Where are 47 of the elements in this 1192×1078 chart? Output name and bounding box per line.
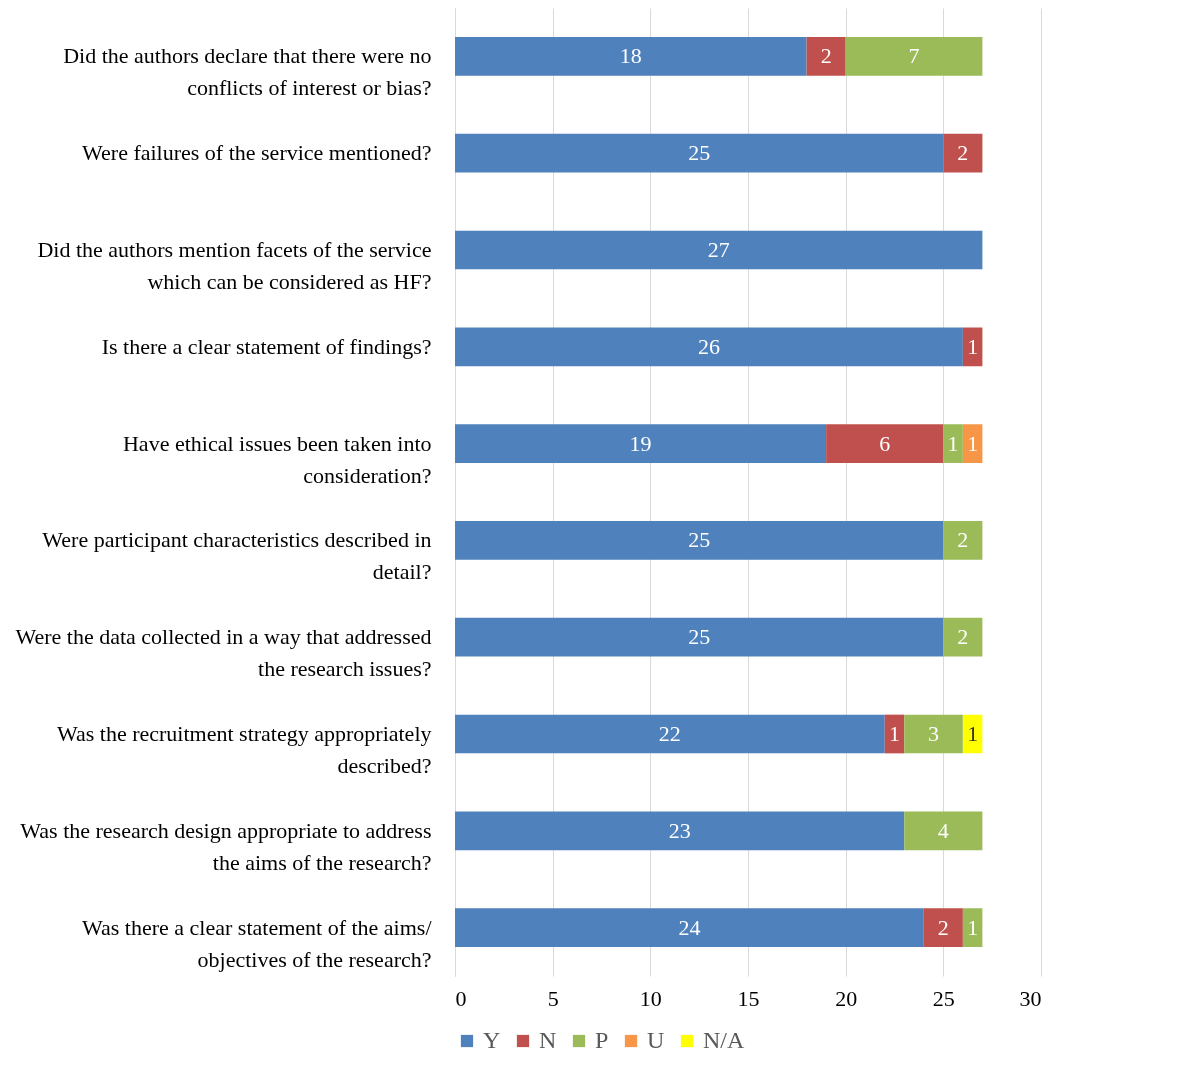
x-tick-label: 30 bbox=[1019, 985, 1042, 1011]
data-label: 2 bbox=[820, 43, 832, 69]
y-tick-label: Is there a clear statement of findings? bbox=[101, 333, 432, 359]
data-label: 1 bbox=[967, 914, 979, 940]
data-label: 2 bbox=[957, 624, 969, 650]
y-tick-label: Were failures of the service mentioned? bbox=[82, 140, 432, 166]
x-tick-label: 10 bbox=[639, 985, 662, 1011]
y-tick-label: Was there a clear statement of the aims/ objectives of the research? bbox=[82, 914, 433, 972]
y-tick-label: Was the research design appropriate to address the aims of the research? bbox=[20, 817, 432, 875]
data-label: 25 bbox=[688, 140, 711, 166]
data-label: 19 bbox=[629, 430, 652, 456]
data-label: 2 bbox=[957, 527, 969, 553]
data-label: 3 bbox=[928, 721, 940, 746]
data-label: 2 bbox=[957, 140, 969, 166]
data-label: 6 bbox=[879, 430, 891, 456]
x-tick-label: 15 bbox=[737, 985, 760, 1011]
data-label: 1 bbox=[967, 333, 979, 359]
legend-label: P bbox=[595, 1027, 609, 1053]
data-label: 25 bbox=[688, 527, 711, 553]
legend-label: N/A bbox=[703, 1027, 745, 1053]
data-label: 1 bbox=[889, 721, 900, 746]
y-tick-label: Have ethical issues been taken into consideration? bbox=[122, 430, 432, 488]
data-label: 25 bbox=[688, 624, 711, 650]
x-tick-label: 25 bbox=[932, 985, 955, 1011]
x-tick-label: 20 bbox=[835, 985, 858, 1011]
x-tick-label: 5 bbox=[547, 985, 559, 1011]
y-tick-label: Were the data collected in a way that addressed the research issues? bbox=[15, 624, 432, 682]
data-label: 18 bbox=[619, 43, 642, 69]
data-label: 27 bbox=[707, 237, 730, 262]
legend-label: U bbox=[647, 1027, 665, 1053]
y-tick-label: Were participant characteristics described in detail? bbox=[42, 527, 432, 585]
y-tick-label: Did the authors mention facets of the service which can be considered as HF? bbox=[37, 237, 432, 294]
legend-label: N bbox=[539, 1027, 557, 1053]
data-label: 26 bbox=[697, 333, 720, 359]
data-label: 4 bbox=[937, 817, 949, 843]
data-label: 7 bbox=[908, 43, 920, 69]
y-tick-label: Did the authors declare that there were no conflicts of interest or bias? bbox=[63, 43, 432, 101]
legend-label: Y bbox=[483, 1027, 501, 1053]
y-tick-label: Was the recruitment strategy appropriately described? bbox=[56, 721, 432, 778]
data-label: 1 bbox=[947, 430, 959, 456]
data-label: 22 bbox=[658, 721, 681, 746]
data-label: 1 bbox=[967, 721, 979, 746]
x-tick-label: 0 bbox=[455, 985, 467, 1011]
data-label: 1 bbox=[967, 430, 979, 456]
data-label: 2 bbox=[937, 914, 949, 940]
data-label: 23 bbox=[668, 817, 691, 843]
data-label: 24 bbox=[678, 914, 701, 940]
